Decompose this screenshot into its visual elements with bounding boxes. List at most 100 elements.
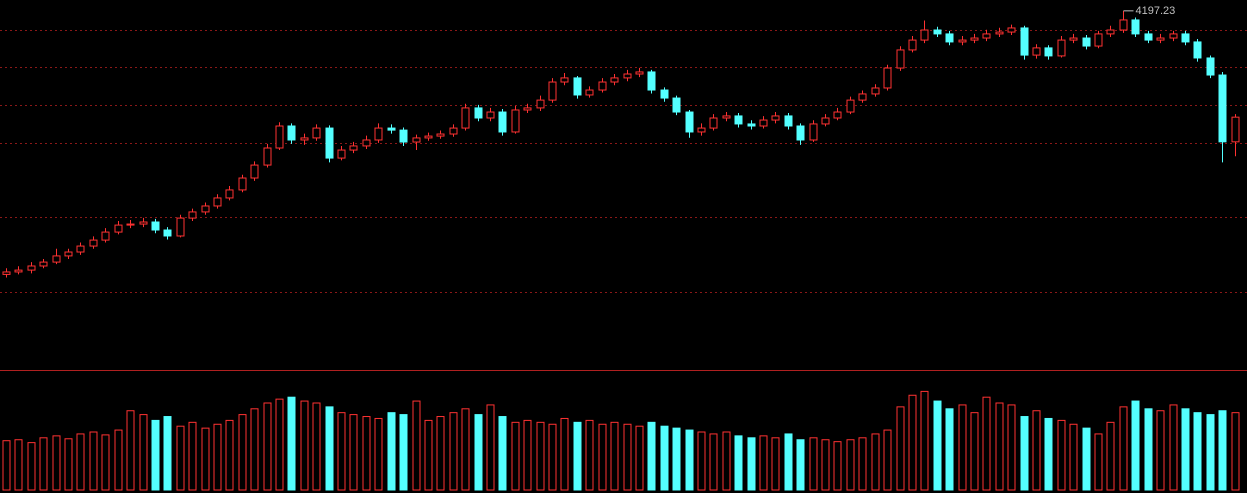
candle-body xyxy=(647,71,656,91)
candle-body xyxy=(312,127,321,139)
candle-body xyxy=(784,115,793,127)
candle-body xyxy=(635,71,644,75)
volume-bar xyxy=(64,438,73,491)
volume-bar xyxy=(709,433,718,491)
volume-bar xyxy=(1181,408,1190,491)
candle-body xyxy=(945,33,954,43)
candle-body xyxy=(747,123,756,127)
candle-body xyxy=(759,119,768,127)
candle-body xyxy=(1007,27,1016,33)
candle-body xyxy=(1119,19,1128,31)
volume-bar xyxy=(201,427,210,491)
candle-body xyxy=(1169,33,1178,39)
candle-body xyxy=(436,133,445,137)
candle-body xyxy=(560,77,569,83)
candle-body xyxy=(771,115,780,121)
candle-body xyxy=(250,164,259,179)
candle-body xyxy=(1020,27,1029,56)
volume-bar xyxy=(76,433,85,491)
candle-body xyxy=(920,29,929,41)
candle-body xyxy=(139,221,148,225)
candle-body xyxy=(958,39,967,43)
volume-bar xyxy=(796,439,805,491)
candle-body xyxy=(64,251,73,257)
volume-bar xyxy=(275,398,284,491)
volume-bar xyxy=(1169,404,1178,491)
candle-body xyxy=(225,189,234,199)
volume-bar xyxy=(163,416,172,491)
volume-bar xyxy=(560,417,569,491)
candle-body xyxy=(709,117,718,129)
candle-body xyxy=(1218,74,1227,143)
volume-bar xyxy=(982,396,991,491)
candle-body xyxy=(982,33,991,39)
candle-body xyxy=(858,93,867,101)
volume-bar xyxy=(858,437,867,491)
volume-bar xyxy=(151,419,160,491)
candle-body xyxy=(1131,19,1140,35)
volume-bar xyxy=(1007,404,1016,491)
volume-bar xyxy=(548,423,557,491)
candle-body xyxy=(685,111,694,133)
volume-bar xyxy=(635,425,644,491)
candle-body xyxy=(536,99,545,109)
volume-bar xyxy=(1082,427,1091,491)
volume-bar xyxy=(995,402,1004,491)
volume-bar xyxy=(598,423,607,491)
candle-body xyxy=(1231,116,1240,143)
volume-bar xyxy=(623,423,632,491)
volume-bar xyxy=(896,406,905,491)
candle-body xyxy=(995,31,1004,35)
volume-bar xyxy=(225,419,234,491)
volume-bar xyxy=(424,419,433,491)
volume-bar xyxy=(188,421,197,491)
candle-body xyxy=(325,127,334,159)
volume-bar xyxy=(250,408,259,491)
volume-bar xyxy=(114,429,123,491)
volume-bar xyxy=(101,434,110,491)
volume-bar xyxy=(933,400,942,491)
volume-bar xyxy=(2,440,11,491)
volume-bar xyxy=(27,442,36,491)
volume-bar xyxy=(387,412,396,491)
volume-bar xyxy=(39,437,48,491)
volume-bar xyxy=(759,435,768,491)
candle-body xyxy=(896,49,905,69)
candle-body xyxy=(486,111,495,119)
volume-bar xyxy=(1218,410,1227,491)
volume-bar xyxy=(747,437,756,491)
candle-body xyxy=(573,77,582,96)
candle-body xyxy=(598,81,607,91)
candle-body xyxy=(424,135,433,139)
volume-bar xyxy=(1206,414,1215,491)
volume-bar xyxy=(1044,417,1053,491)
volume-bar xyxy=(1156,410,1165,491)
volume-bar xyxy=(238,414,247,491)
candle-body xyxy=(908,39,917,51)
volume-bar xyxy=(685,429,694,491)
volume-bar xyxy=(821,439,830,491)
volume-bar xyxy=(325,406,334,491)
candle-body xyxy=(263,147,272,166)
candle-body xyxy=(548,81,557,101)
candle-body xyxy=(1032,47,1041,56)
candle-body xyxy=(126,223,135,226)
candle-body xyxy=(151,221,160,231)
max-label: 4197.23 xyxy=(1136,5,1176,17)
candle-body xyxy=(511,109,520,133)
candle-body xyxy=(337,149,346,159)
volume-bar xyxy=(89,431,98,491)
candle-body xyxy=(14,269,23,273)
candle-body xyxy=(660,89,669,99)
volume-bar xyxy=(312,402,321,491)
volume-bar xyxy=(585,419,594,491)
volume-bar xyxy=(1069,423,1078,491)
volume-bar xyxy=(511,421,520,491)
volume-bar xyxy=(436,416,445,491)
candle-body xyxy=(585,89,594,96)
volume-bar xyxy=(647,421,656,491)
volume-bar xyxy=(945,408,954,491)
candle-body xyxy=(1144,33,1153,41)
candle-body xyxy=(523,107,532,111)
